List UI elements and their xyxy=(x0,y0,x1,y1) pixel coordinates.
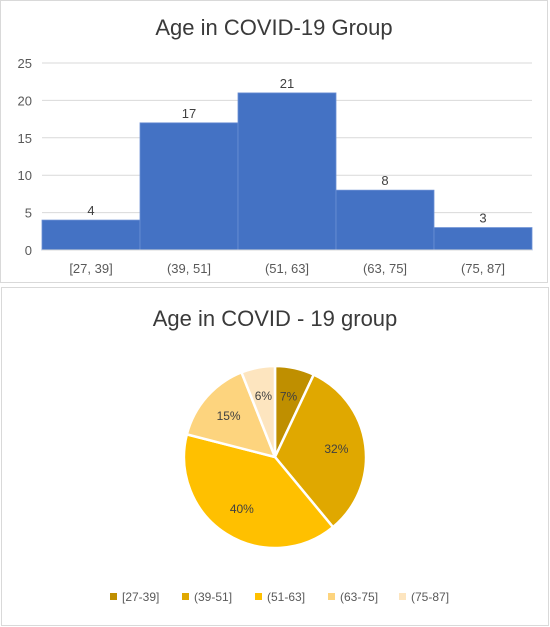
y-tick-label: 20 xyxy=(18,93,32,108)
x-tick-label: [27, 39] xyxy=(69,261,112,276)
pie-title: Age in COVID - 19 group xyxy=(152,306,398,331)
bar xyxy=(433,227,533,251)
pie-slice xyxy=(185,370,278,459)
legend-swatch xyxy=(328,593,335,600)
histogram-title: Age in COVID-19 Group xyxy=(155,15,393,40)
pie-data-label: 15% xyxy=(217,409,241,423)
pie-data-label: 7% xyxy=(280,390,298,404)
pie-data-label: 40% xyxy=(230,502,254,516)
legend-label: (63-75] xyxy=(340,590,378,604)
bar-data-label: 8 xyxy=(381,173,388,188)
pie-slice xyxy=(273,372,368,529)
bar xyxy=(335,189,435,251)
legend-swatch xyxy=(399,593,406,600)
x-tick-label: (39, 51] xyxy=(167,261,211,276)
legend-label: (75-87] xyxy=(411,590,449,604)
histogram-plot: 0 5 10 15 20 25 4 [27, 39] 17 (39, 51] 21 (51, 63] 8… xyxy=(18,56,533,276)
x-tick-label: (75, 87] xyxy=(461,261,505,276)
legend-swatch xyxy=(255,593,262,600)
legend-swatch xyxy=(182,593,189,600)
legend-label: (51-63] xyxy=(267,590,305,604)
pie-slice xyxy=(182,432,335,550)
legend-label: [27-39] xyxy=(122,590,159,604)
y-tick-label: 5 xyxy=(25,206,32,221)
y-tick-label: 10 xyxy=(18,168,32,183)
bar xyxy=(139,122,239,251)
bar xyxy=(237,92,337,251)
y-tick-label: 15 xyxy=(18,131,32,146)
pie-data-label: 6% xyxy=(255,389,273,403)
bar-data-label: 17 xyxy=(182,106,196,121)
pie-data-label: 32% xyxy=(324,442,348,456)
bar-data-label: 21 xyxy=(280,76,294,91)
pie-slice xyxy=(239,364,277,458)
bar-data-label: 4 xyxy=(87,203,94,218)
y-tick-label: 0 xyxy=(25,243,32,258)
y-tick-label: 25 xyxy=(18,56,32,71)
x-tick-label: (51, 63] xyxy=(265,261,309,276)
histogram-panel: Age in COVID-19 Group 0 5 10 15 20 25 4 [27, 39… xyxy=(0,0,548,283)
legend-swatch xyxy=(110,593,117,600)
legend-label: (39-51] xyxy=(194,590,232,604)
pie-panel: Age in COVID - 19 group 7% 32% 40% 15% 6% [27… xyxy=(1,287,549,626)
pie-plot: 7% 32% 40% 15% 6% [27-39] (39-51] (51-63] (63-75… xyxy=(110,364,449,604)
bar xyxy=(41,219,141,251)
bar-data-label: 3 xyxy=(479,211,486,226)
x-tick-label: (63, 75] xyxy=(363,261,407,276)
